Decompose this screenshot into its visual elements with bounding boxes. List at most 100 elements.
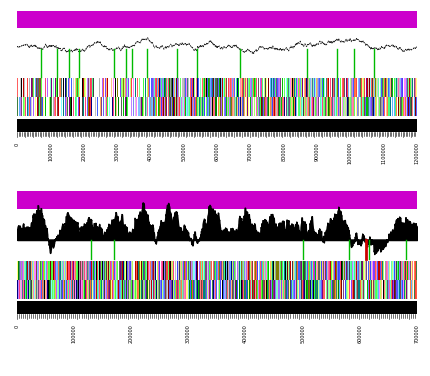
Bar <box>142 97 143 117</box>
Bar <box>315 261 316 280</box>
Bar <box>29 261 30 280</box>
Bar <box>297 280 298 299</box>
Bar <box>153 261 154 280</box>
Bar <box>370 280 371 299</box>
Bar <box>269 280 270 299</box>
Bar <box>416 261 418 280</box>
Bar <box>213 79 214 97</box>
Bar <box>380 97 381 117</box>
Bar <box>123 280 124 299</box>
Bar <box>248 79 249 97</box>
Bar <box>54 261 55 280</box>
Bar <box>220 261 221 280</box>
Bar <box>292 97 293 117</box>
Bar <box>382 79 384 97</box>
Bar <box>197 280 198 299</box>
Bar <box>216 261 218 280</box>
Bar <box>266 261 267 280</box>
Bar <box>35 261 37 280</box>
Bar <box>329 280 330 299</box>
Bar <box>165 79 166 97</box>
Bar <box>28 79 29 97</box>
Bar <box>102 280 103 299</box>
Bar <box>132 79 133 97</box>
Bar <box>113 97 114 117</box>
Bar <box>132 280 133 299</box>
Bar <box>252 79 253 97</box>
Bar <box>364 79 365 97</box>
Bar <box>323 280 324 299</box>
Bar <box>338 79 339 97</box>
Bar <box>395 280 396 299</box>
Bar <box>310 79 311 97</box>
Bar <box>250 79 251 97</box>
Bar <box>365 261 366 280</box>
Bar <box>303 280 304 299</box>
Text: 300000: 300000 <box>115 143 120 161</box>
Bar <box>21 79 22 97</box>
Bar <box>287 79 288 97</box>
Bar <box>312 261 313 280</box>
Bar <box>381 97 382 117</box>
Bar <box>132 97 133 117</box>
Bar <box>85 97 86 117</box>
Bar <box>56 79 57 97</box>
Bar <box>107 97 108 117</box>
Bar <box>179 280 181 299</box>
Bar <box>326 261 327 280</box>
Bar <box>249 280 250 299</box>
Bar <box>108 97 109 117</box>
Bar <box>402 280 403 299</box>
Bar <box>38 79 39 97</box>
Bar <box>255 79 256 97</box>
Bar <box>33 97 34 117</box>
Bar <box>299 261 300 280</box>
Bar <box>416 79 417 97</box>
Bar <box>397 79 398 97</box>
Bar <box>247 79 248 97</box>
Bar <box>47 280 48 299</box>
Bar <box>23 97 24 117</box>
Bar <box>258 79 259 97</box>
Bar <box>19 280 20 299</box>
Bar <box>143 280 144 299</box>
Bar <box>194 79 195 97</box>
Bar <box>257 97 258 117</box>
Bar <box>357 280 358 299</box>
Bar <box>195 280 197 299</box>
Bar <box>154 97 155 117</box>
Bar <box>210 280 211 299</box>
Bar <box>177 79 178 97</box>
Bar <box>272 261 273 280</box>
Bar <box>190 79 191 97</box>
Bar <box>195 97 196 117</box>
Bar <box>114 79 115 97</box>
Bar <box>124 261 125 280</box>
Text: 1200000: 1200000 <box>415 143 420 164</box>
Bar <box>283 97 284 117</box>
Bar <box>291 280 292 299</box>
Bar <box>178 97 179 117</box>
Bar <box>322 97 323 117</box>
Bar <box>159 97 160 117</box>
Bar <box>142 280 143 299</box>
Bar <box>127 261 128 280</box>
Bar <box>56 97 57 117</box>
Bar <box>346 280 347 299</box>
Bar <box>390 79 391 97</box>
Bar <box>45 261 46 280</box>
Bar <box>85 280 86 299</box>
Bar <box>217 79 218 97</box>
Bar <box>87 97 88 117</box>
Bar <box>125 261 126 280</box>
Bar <box>172 97 173 117</box>
Bar <box>78 261 80 280</box>
Bar <box>225 79 226 97</box>
Bar <box>396 261 397 280</box>
Bar <box>415 261 416 280</box>
Bar <box>239 97 240 117</box>
Bar <box>25 280 27 299</box>
Bar <box>213 97 214 117</box>
Bar <box>231 261 233 280</box>
Bar <box>410 79 411 97</box>
